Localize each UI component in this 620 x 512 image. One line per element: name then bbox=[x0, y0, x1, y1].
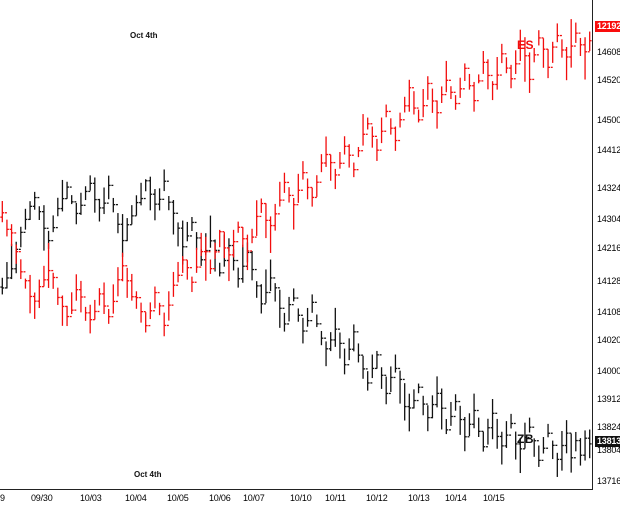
date-tick-label: 10/15 bbox=[483, 493, 505, 503]
date-tick-label: 9 bbox=[0, 493, 5, 503]
price-tick-label: 13912 bbox=[597, 394, 620, 404]
es-last-price-tag: 121925 bbox=[595, 21, 620, 32]
price-tick-label: 14000 bbox=[597, 366, 620, 376]
date-tick-label: 10/12 bbox=[366, 493, 388, 503]
price-tick-label: 14128 bbox=[597, 276, 620, 286]
chart-plot-area[interactable]: ES ZB Oct 4th Oct 4th bbox=[0, 0, 593, 490]
chart-canvas bbox=[0, 19, 592, 477]
zb-last-price-tag: 13813 bbox=[595, 436, 620, 447]
date-tick-label: 10/14 bbox=[445, 493, 467, 503]
date-tick-label: 10/03 bbox=[80, 493, 102, 503]
price-tick-label: 14304 bbox=[597, 214, 620, 224]
legend-label-es: ES bbox=[517, 38, 535, 52]
date-tick-label: 10/10 bbox=[290, 493, 312, 503]
date-tick-label: 09/30 bbox=[31, 493, 53, 503]
series-es-bars bbox=[0, 19, 592, 337]
annotation-oct4th-bottom: Oct 4th bbox=[134, 470, 162, 479]
date-tick-label: 10/07 bbox=[243, 493, 265, 503]
date-tick-label: 10/05 bbox=[167, 493, 189, 503]
price-tick-label: 13804 bbox=[597, 445, 620, 455]
date-tick-label: 10/06 bbox=[209, 493, 231, 503]
price-tick-label: 13716 bbox=[597, 476, 620, 486]
price-tick-label: 14216 bbox=[597, 243, 620, 253]
price-tick-label: 14500 bbox=[597, 115, 620, 125]
date-tick-label: 10/13 bbox=[408, 493, 430, 503]
date-tick-label: 10/11 bbox=[325, 493, 346, 503]
price-tick-label: 13824 bbox=[597, 422, 620, 432]
price-tick-label: 14020 bbox=[597, 335, 620, 345]
annotation-oct4th-top: Oct 4th bbox=[130, 31, 158, 40]
price-tick-label: 14324 bbox=[597, 183, 620, 193]
date-tick-label: 10/04 bbox=[125, 493, 147, 503]
legend-label-zb: ZB bbox=[517, 432, 534, 446]
price-tick-label: 14520 bbox=[597, 75, 620, 85]
price-tick-label: 14608 bbox=[597, 47, 620, 57]
price-tick-label: 14108 bbox=[597, 307, 620, 317]
price-tick-label: 14412 bbox=[597, 145, 620, 155]
